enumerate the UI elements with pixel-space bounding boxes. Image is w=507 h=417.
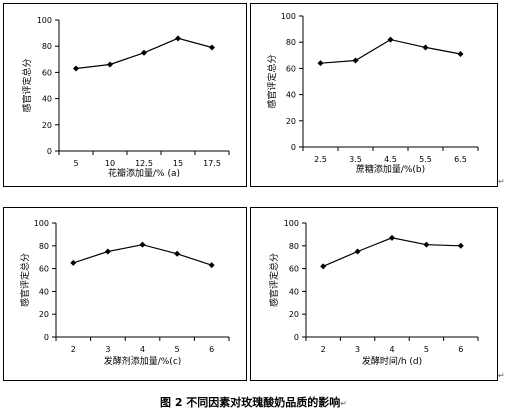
chart-panel-c: 0 20 40 60 80 100 2 3 4 5 6 发酵剂添加量/%(c) 感官评定总分 bbox=[3, 207, 247, 381]
y-tick-label: 60 bbox=[286, 64, 296, 73]
x-tick-label: 4 bbox=[140, 345, 145, 354]
x-tick-label: 12.5 bbox=[135, 159, 153, 168]
y-tick-label: 20 bbox=[289, 310, 299, 319]
x-tick-label: 17.5 bbox=[203, 159, 221, 168]
data-point bbox=[352, 57, 359, 64]
data-point bbox=[70, 259, 77, 266]
y-tick-label: 20 bbox=[42, 121, 52, 130]
x-tick-label: 5 bbox=[73, 159, 78, 168]
x-tick-label: 6 bbox=[458, 345, 463, 354]
y-tick-label: 20 bbox=[39, 310, 49, 319]
y-tick-label: 80 bbox=[286, 38, 296, 47]
y-axis-label: 感官评定总分 bbox=[21, 58, 33, 112]
chart-a: 0 20 40 60 80 100 5 10 12.5 15 17.5 花瓣添加量/% (a) 感官评定… bbox=[21, 16, 230, 179]
data-point bbox=[208, 262, 215, 269]
y-axis-label: 感官评定总分 bbox=[19, 253, 31, 307]
y-tick-label: 40 bbox=[42, 95, 52, 104]
data-point bbox=[73, 65, 79, 72]
y-tick-label: 80 bbox=[289, 242, 299, 251]
data-point bbox=[139, 241, 146, 248]
y-tick-label: 40 bbox=[289, 287, 299, 296]
data-point bbox=[423, 241, 430, 248]
data-point bbox=[104, 248, 111, 255]
x-tick-label: 2 bbox=[71, 345, 76, 354]
y-tick-label: 80 bbox=[39, 242, 49, 251]
chart-b: 0 20 40 60 80 100 2.5 3.5 4.5 5.5 6.5 蔗糖添加量/%(b) 感官评… bbox=[266, 12, 479, 175]
y-axis-label: 感官评定总分 bbox=[268, 253, 280, 307]
x-tick-label: 10 bbox=[105, 159, 115, 168]
x-tick-label: 3 bbox=[105, 345, 110, 354]
y-tick-label: 0 bbox=[44, 333, 49, 342]
x-tick-label: 5.5 bbox=[419, 155, 432, 164]
data-point bbox=[107, 61, 113, 68]
chart-d: 0 20 40 60 80 100 2 3 4 5 6 发酵时间/h (d) 感官评定总分 bbox=[268, 219, 479, 367]
chart-panel-a: 0 20 40 60 80 100 5 10 12.5 15 17.5 花瓣添加量/% (a) 感官评定… bbox=[3, 3, 247, 187]
y-tick-label: 60 bbox=[39, 265, 49, 274]
paragraph-mark-b: ↵ bbox=[498, 177, 505, 186]
x-axis-label: 发酵剂添加量/%(c) bbox=[104, 355, 182, 367]
x-tick-label: 4.5 bbox=[384, 155, 397, 164]
y-tick-label: 0 bbox=[294, 333, 299, 342]
data-point bbox=[457, 50, 464, 57]
y-tick-label: 0 bbox=[291, 143, 296, 152]
data-point bbox=[317, 60, 324, 67]
data-point bbox=[141, 49, 147, 56]
data-point bbox=[387, 36, 394, 43]
caption-paragraph-mark: ↵ bbox=[340, 399, 347, 408]
x-tick-label: 6 bbox=[209, 345, 214, 354]
y-tick-label: 100 bbox=[34, 219, 49, 228]
x-tick-label: 3.5 bbox=[349, 155, 362, 164]
chart-panel-b: 0 20 40 60 80 100 2.5 3.5 4.5 5.5 6.5 蔗糖添加量/%(b) 感官评… bbox=[250, 3, 498, 187]
x-tick-label: 2 bbox=[321, 345, 326, 354]
y-tick-label: 100 bbox=[284, 219, 299, 228]
x-tick-label: 5 bbox=[424, 345, 429, 354]
x-tick-label: 6.5 bbox=[454, 155, 467, 164]
y-tick-label: 20 bbox=[286, 117, 296, 126]
data-point bbox=[209, 44, 215, 51]
x-tick-label: 3 bbox=[355, 345, 360, 354]
data-point bbox=[174, 250, 181, 257]
x-tick-label: 2.5 bbox=[314, 155, 327, 164]
chart-panel-d: 0 20 40 60 80 100 2 3 4 5 6 发酵时间/h (d) 感官评定总分 bbox=[250, 207, 498, 381]
x-tick-label: 5 bbox=[175, 345, 180, 354]
data-point bbox=[422, 44, 429, 51]
chart-c: 0 20 40 60 80 100 2 3 4 5 6 发酵剂添加量/%(c) 感官评定总分 bbox=[19, 219, 230, 367]
x-tick-label: 15 bbox=[173, 159, 183, 168]
y-tick-label: 100 bbox=[281, 12, 296, 21]
y-tick-label: 100 bbox=[37, 16, 52, 25]
figure-caption: 图 2 不同因素对玫瑰酸奶品质的影响↵ bbox=[0, 394, 507, 410]
x-axis-label: 蔗糖添加量/%(b) bbox=[356, 163, 425, 175]
y-tick-label: 40 bbox=[39, 287, 49, 296]
y-tick-label: 60 bbox=[289, 265, 299, 274]
x-axis-label: 花瓣添加量/% (a) bbox=[108, 167, 180, 179]
paragraph-mark-d: ↵ bbox=[498, 371, 505, 380]
data-point bbox=[354, 248, 361, 255]
y-tick-label: 60 bbox=[42, 68, 52, 77]
y-tick-label: 0 bbox=[47, 147, 52, 156]
series-line bbox=[320, 38, 461, 64]
y-axis-label: 感官评定总分 bbox=[266, 54, 278, 108]
x-axis-label: 发酵时间/h (d) bbox=[362, 355, 422, 367]
x-tick-label: 4 bbox=[389, 345, 394, 354]
data-point bbox=[389, 234, 395, 241]
series-line bbox=[322, 237, 461, 267]
y-tick-label: 40 bbox=[286, 91, 296, 100]
y-tick-label: 80 bbox=[42, 42, 52, 51]
series-line bbox=[73, 244, 212, 266]
data-point bbox=[175, 35, 181, 42]
data-point bbox=[320, 263, 327, 270]
caption-text: 图 2 不同因素对玫瑰酸奶品质的影响 bbox=[159, 396, 341, 409]
data-point bbox=[457, 242, 464, 249]
